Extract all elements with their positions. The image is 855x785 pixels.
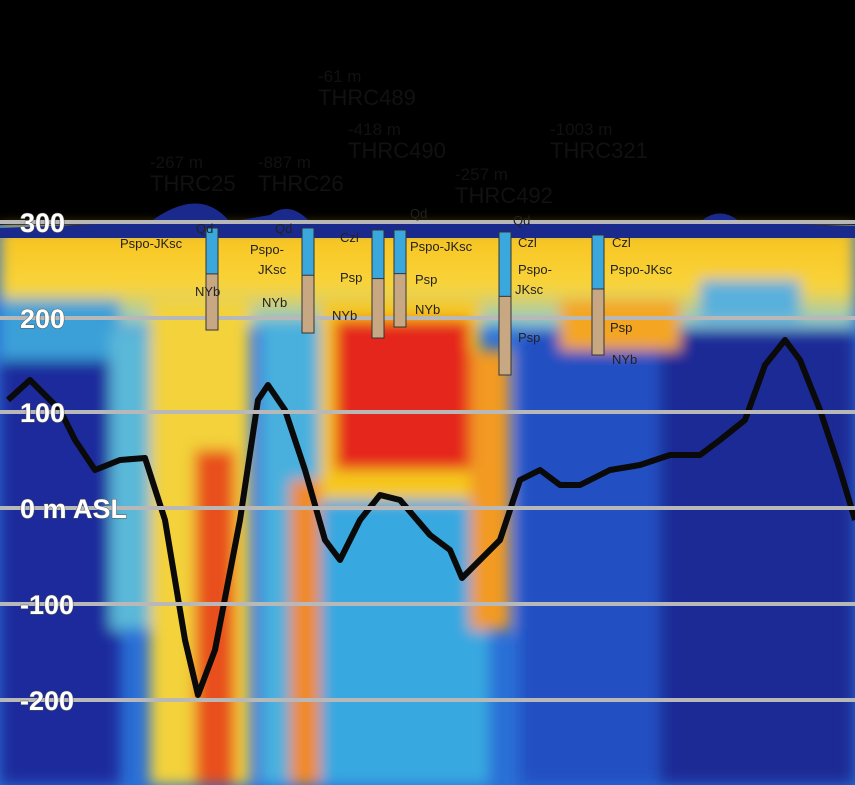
unit-label: Psp	[518, 330, 540, 345]
axis-label: -200	[20, 686, 74, 716]
gridlines	[0, 220, 855, 702]
unit-label: Qd	[513, 213, 530, 228]
unit-label: Psp	[415, 272, 437, 287]
axis-label: -100	[20, 590, 74, 620]
borehole-upper	[301, 227, 315, 276]
axis-label: 300	[20, 208, 65, 238]
resistivity-image	[0, 203, 855, 785]
unit-label: Qd	[196, 221, 213, 236]
unit-label: Psp	[610, 320, 632, 335]
unit-label: Pspo-	[518, 262, 552, 277]
borehole-upper	[371, 229, 385, 280]
unit-label: NYb	[415, 302, 440, 317]
unit-label: NYb	[195, 284, 220, 299]
unit-label: Pspo-JKsc	[410, 239, 473, 254]
unit-label: Qd	[275, 221, 292, 236]
axis-label: 200	[20, 304, 65, 334]
axis-label: 0 m ASL	[20, 494, 127, 524]
unit-label: Psp	[340, 270, 362, 285]
unit-label: NYb	[262, 295, 287, 310]
unit-label: Czl	[340, 230, 359, 245]
unit-label: Pspo-	[250, 242, 284, 257]
borehole-depth: -257 m	[455, 165, 508, 184]
borehole-depth: -267 m	[150, 153, 203, 172]
unit-label: NYb	[332, 308, 357, 323]
borehole-depth: -1003 m	[550, 120, 612, 139]
unit-label: Czl	[612, 235, 631, 250]
borehole-name: THRC492	[455, 183, 553, 208]
unit-label: Pspo-JKsc	[610, 262, 673, 277]
boreholes	[205, 227, 605, 376]
borehole-name: THRC489	[318, 85, 416, 110]
borehole-name: THRC26	[258, 171, 344, 196]
borehole-name: THRC490	[348, 138, 446, 163]
borehole-upper	[591, 234, 605, 290]
unit-label: JKsc	[515, 282, 544, 297]
borehole-upper	[393, 229, 407, 275]
unit-label: Czl	[518, 235, 537, 250]
unit-label: Qd	[410, 206, 427, 221]
unit-label: NYb	[612, 352, 637, 367]
borehole-depth: -887 m	[258, 153, 311, 172]
borehole-name: THRC321	[550, 138, 648, 163]
borehole-depth: -418 m	[348, 120, 401, 139]
borehole-upper	[205, 227, 219, 275]
unit-label: Pspo-JKsc	[120, 236, 183, 251]
borehole-upper	[498, 231, 512, 297]
unit-label: JKsc	[258, 262, 287, 277]
axis-label: 100	[20, 398, 65, 428]
borehole-depth: -61 m	[318, 67, 361, 86]
borehole-name: THRC25	[150, 171, 236, 196]
